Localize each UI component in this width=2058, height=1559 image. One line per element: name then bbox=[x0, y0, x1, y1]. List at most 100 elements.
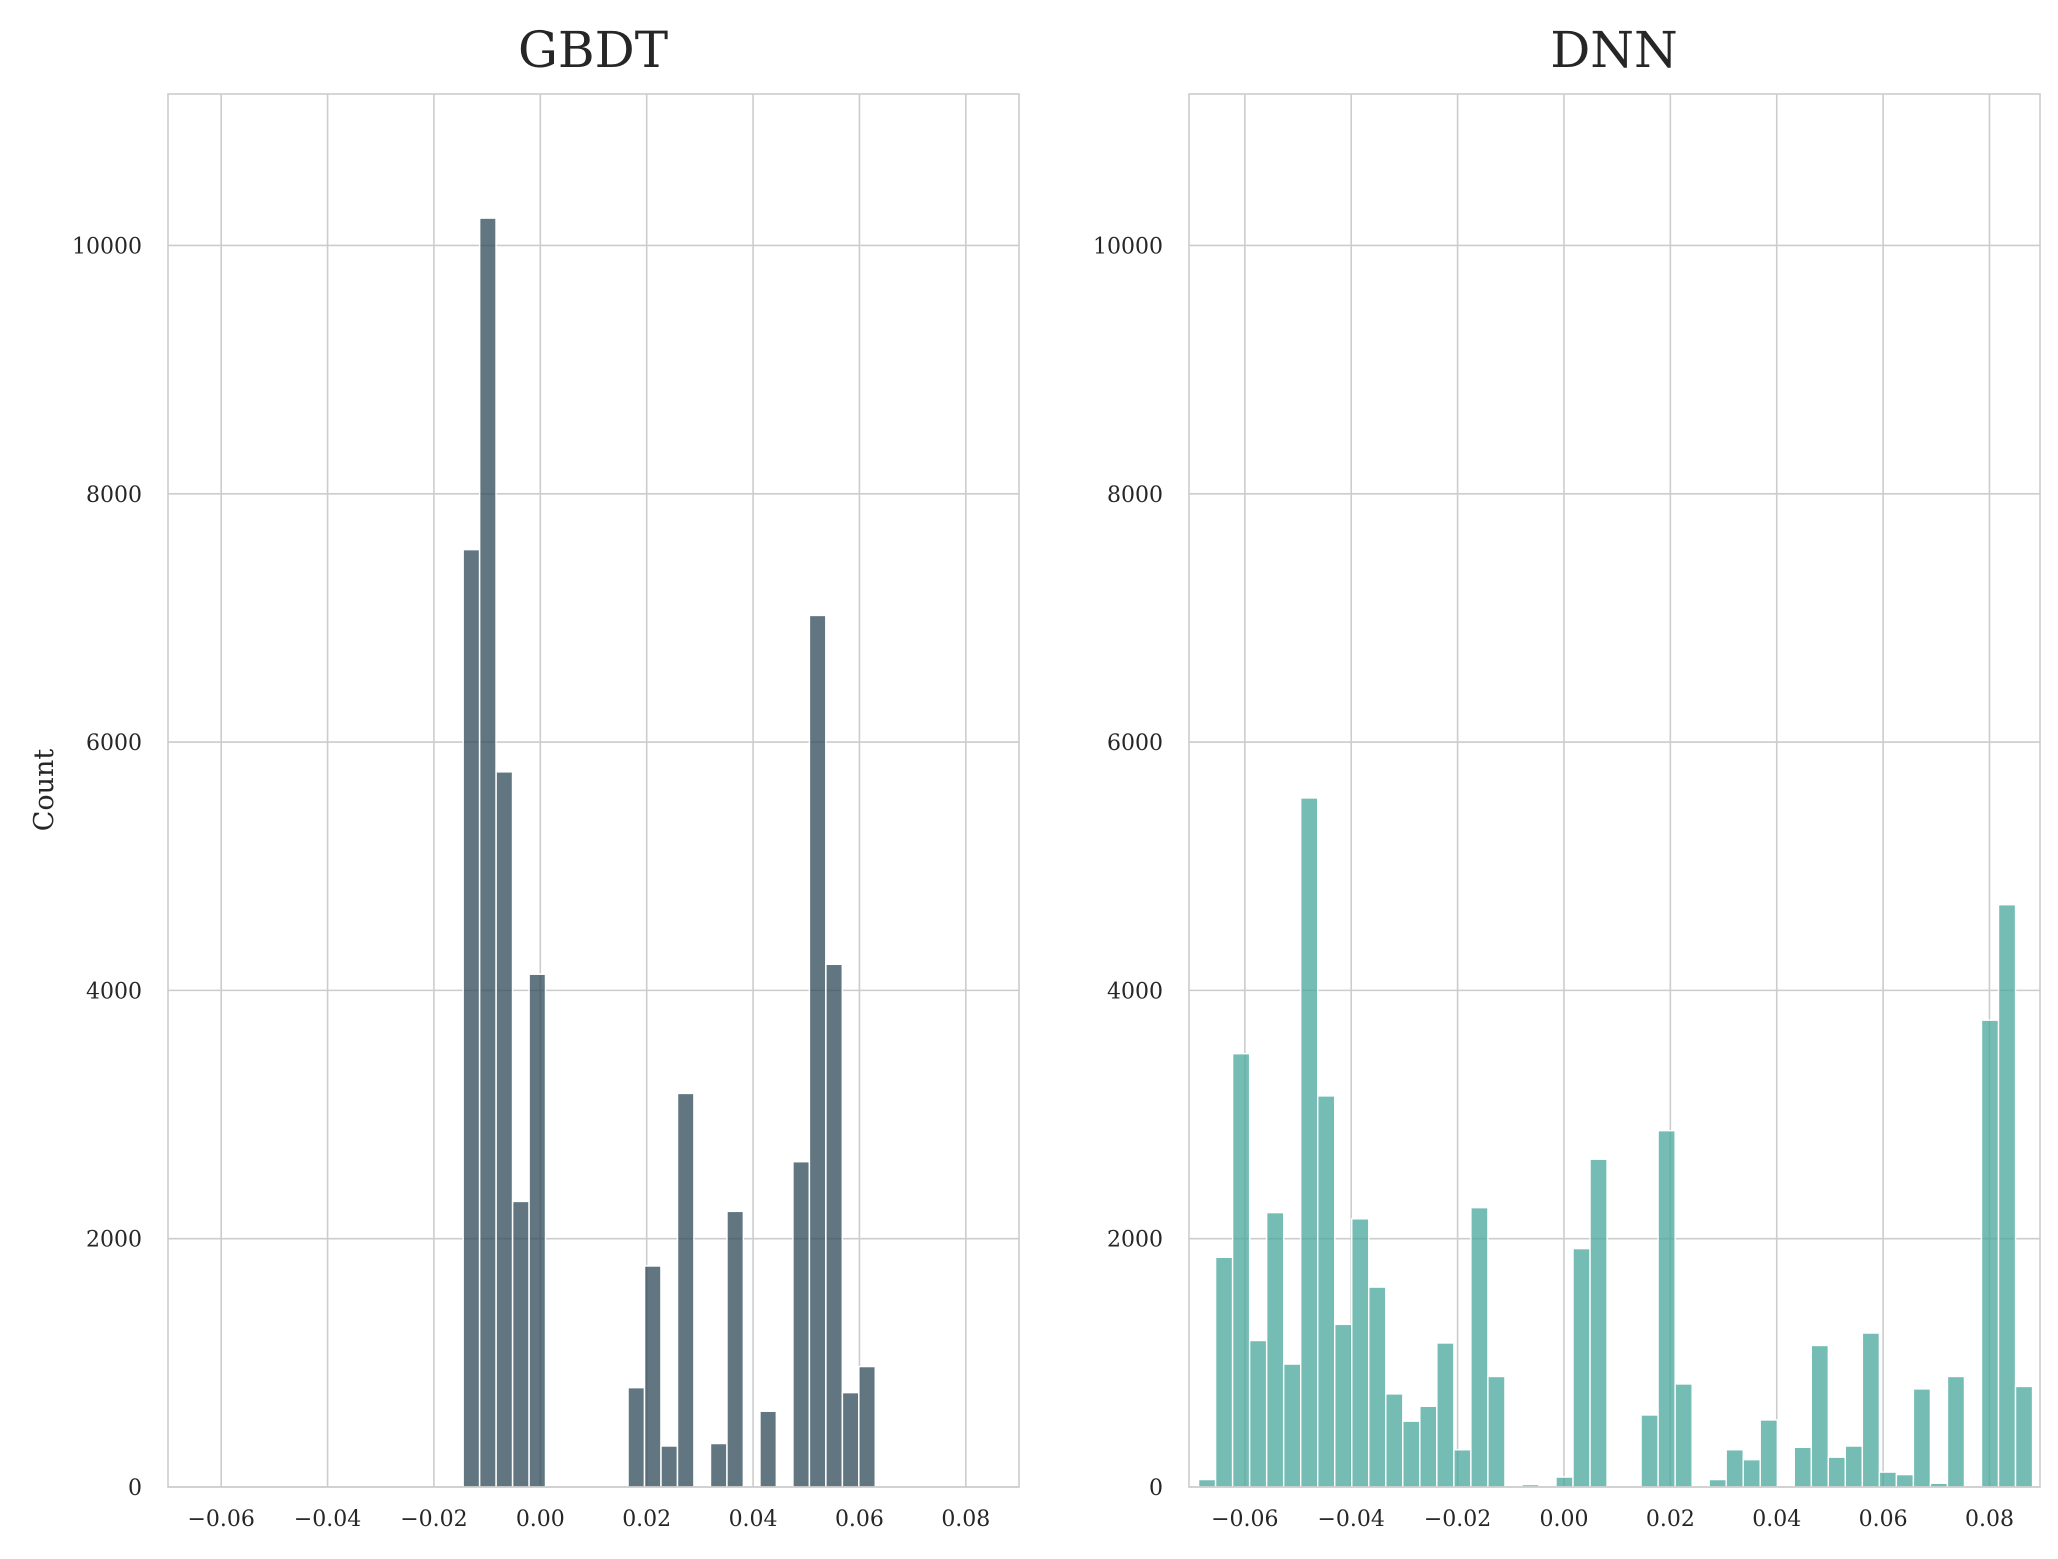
dnn-histogram-bar bbox=[1657, 1129, 1676, 1488]
dnn-histogram-bar bbox=[1640, 1414, 1659, 1488]
gbdt-histogram-bar bbox=[643, 1265, 662, 1488]
gbdt-histogram-bar bbox=[528, 973, 547, 1488]
gbdt-x-ticks: −0.06 −0.04 −0.02 0.00 0.02 0.04 0.06 0.08 bbox=[187, 1507, 990, 1532]
dnn-grid bbox=[1189, 94, 2040, 1488]
dnn-histogram-bar bbox=[1997, 904, 2017, 1488]
dnn-histogram-bar bbox=[1436, 1342, 1455, 1488]
gbdt-histogram-bar bbox=[792, 1161, 810, 1488]
dnn-histogram-bar bbox=[1470, 1206, 1489, 1488]
gbdt-histogram-bar bbox=[841, 1391, 860, 1488]
gbdt-x-tick-label: 0.02 bbox=[622, 1507, 671, 1532]
dnn-x-ticks: −0.06 −0.04 −0.02 0.00 0.02 0.04 0.06 0.08 bbox=[1211, 1507, 2014, 1532]
dnn-histogram-bar bbox=[1810, 1344, 1830, 1488]
gbdt-y-tick-label: 8000 bbox=[86, 483, 142, 508]
dnn-histogram-bar bbox=[1912, 1388, 1932, 1488]
gbdt-plot-area bbox=[168, 94, 1019, 1487]
gbdt-y-axis-label: Count bbox=[29, 749, 60, 832]
dnn-histogram-bar bbox=[1861, 1332, 1881, 1488]
gbdt-plot-frame bbox=[167, 93, 1020, 1488]
dnn-y-tick-label: 6000 bbox=[1107, 731, 1163, 756]
gbdt-y-tick-label: 2000 bbox=[86, 1228, 142, 1253]
gbdt-title: GBDT bbox=[518, 21, 668, 79]
gbdt-histogram-bar bbox=[627, 1386, 646, 1488]
gbdt-histogram-bar bbox=[858, 1365, 876, 1488]
dnn-y-tick-label: 10000 bbox=[1093, 234, 1163, 259]
gbdt-x-tick-label: 0.06 bbox=[835, 1507, 884, 1532]
gbdt-y-tick-label: 0 bbox=[128, 1476, 142, 1501]
dnn-x-tick-label: 0.00 bbox=[1539, 1507, 1588, 1532]
dnn-histogram-bar bbox=[1980, 1019, 2000, 1488]
dnn-histogram-bar bbox=[1725, 1449, 1744, 1488]
dnn-histogram-bar bbox=[1282, 1363, 1302, 1488]
dnn-histogram-bar bbox=[1895, 1473, 1915, 1488]
gbdt-x-tick-label: −0.04 bbox=[294, 1507, 361, 1532]
gbdt-y-tick-label: 10000 bbox=[72, 234, 142, 259]
dnn-histogram-bar bbox=[1317, 1095, 1336, 1488]
gbdt-histogram-bar bbox=[825, 963, 843, 1488]
dnn-histogram-bar bbox=[1385, 1393, 1404, 1488]
dnn-y-tick-label: 0 bbox=[1149, 1476, 1163, 1501]
gbdt-histogram-bar bbox=[462, 548, 481, 1488]
dnn-histogram-bar bbox=[1453, 1449, 1472, 1488]
dnn-histogram-bar bbox=[1878, 1471, 1898, 1488]
dnn-histogram-bar bbox=[1368, 1286, 1387, 1488]
dnn-histogram-bar bbox=[1793, 1446, 1812, 1488]
panel-dnn: DNN −0.06 −0.04 −0.02 0.00 0.02 0.04 0.06 0.08 … bbox=[1093, 21, 2041, 1532]
dnn-y-tick-label: 2000 bbox=[1107, 1228, 1163, 1253]
dnn-histogram-bar bbox=[1231, 1053, 1251, 1488]
dnn-x-tick-label: 0.08 bbox=[1965, 1507, 2014, 1532]
dnn-histogram-bar bbox=[1265, 1211, 1285, 1488]
gbdt-histogram-bar bbox=[495, 771, 514, 1488]
gbdt-x-tick-label: −0.06 bbox=[187, 1507, 254, 1532]
dnn-y-tick-label: 4000 bbox=[1107, 979, 1163, 1004]
gbdt-histogram-bar bbox=[676, 1092, 695, 1488]
gbdt-x-tick-label: 0.00 bbox=[516, 1507, 565, 1532]
dnn-histogram-bar bbox=[1248, 1339, 1268, 1488]
dnn-histogram-bar bbox=[1419, 1405, 1438, 1488]
dnn-histogram-bar bbox=[1214, 1256, 1234, 1488]
dnn-histogram-bar bbox=[1844, 1445, 1864, 1488]
dnn-histogram-bar bbox=[1555, 1476, 1574, 1488]
dnn-title: DNN bbox=[1550, 21, 1678, 79]
dnn-histogram-bar bbox=[1589, 1158, 1608, 1488]
dnn-y-tick-label: 8000 bbox=[1107, 483, 1163, 508]
gbdt-histogram-bar bbox=[478, 217, 497, 1488]
gbdt-histogram-bar bbox=[709, 1442, 728, 1488]
dnn-histogram-bar bbox=[2014, 1385, 2034, 1488]
dnn-y-ticks: 0 2000 4000 6000 8000 10000 bbox=[1093, 234, 1163, 1501]
dnn-bars bbox=[1197, 797, 2034, 1488]
dnn-histogram-bar bbox=[1402, 1420, 1421, 1488]
dnn-histogram-bar bbox=[1742, 1458, 1761, 1488]
dnn-x-tick-label: −0.02 bbox=[1424, 1507, 1491, 1532]
dnn-x-tick-label: 0.02 bbox=[1646, 1507, 1695, 1532]
gbdt-histogram-bar bbox=[511, 1200, 530, 1488]
dnn-histogram-bar bbox=[1572, 1247, 1591, 1488]
gbdt-y-tick-label: 6000 bbox=[86, 731, 142, 756]
gbdt-histogram-bar bbox=[759, 1410, 778, 1488]
dnn-x-tick-label: −0.06 bbox=[1211, 1507, 1278, 1532]
dnn-x-tick-label: 0.04 bbox=[1752, 1507, 1801, 1532]
dnn-x-tick-label: 0.06 bbox=[1859, 1507, 1908, 1532]
gbdt-y-tick-label: 4000 bbox=[86, 979, 142, 1004]
dnn-histogram-bar bbox=[1197, 1478, 1217, 1488]
panel-gbdt: GBDT Count −0.06 −0.04 −0.02 0.00 0.02 0.04 0.… bbox=[29, 21, 1020, 1532]
dnn-histogram-bar bbox=[1946, 1375, 1966, 1488]
dnn-histogram-bar bbox=[1334, 1323, 1353, 1488]
dnn-histogram-bar bbox=[1827, 1456, 1847, 1488]
dnn-histogram-bar bbox=[1674, 1383, 1693, 1488]
dnn-histogram-bar bbox=[1759, 1419, 1778, 1488]
dnn-histogram-bar bbox=[1299, 797, 1319, 1488]
dnn-x-tick-label: −0.04 bbox=[1318, 1507, 1385, 1532]
gbdt-histogram-bar bbox=[660, 1445, 679, 1488]
gbdt-x-tick-label: 0.08 bbox=[941, 1507, 990, 1532]
gbdt-x-tick-label: −0.02 bbox=[400, 1507, 467, 1532]
dnn-histogram-bar bbox=[1351, 1218, 1370, 1488]
dnn-histogram-bar bbox=[1487, 1375, 1506, 1488]
dnn-histogram-bar bbox=[1708, 1478, 1727, 1488]
gbdt-x-tick-label: 0.04 bbox=[729, 1507, 778, 1532]
gbdt-histogram-bar bbox=[808, 614, 827, 1488]
gbdt-histogram-bar bbox=[726, 1210, 745, 1488]
gbdt-y-ticks: 0 2000 4000 6000 8000 10000 bbox=[72, 234, 142, 1501]
dnn-plot-frame bbox=[1188, 93, 2041, 1488]
